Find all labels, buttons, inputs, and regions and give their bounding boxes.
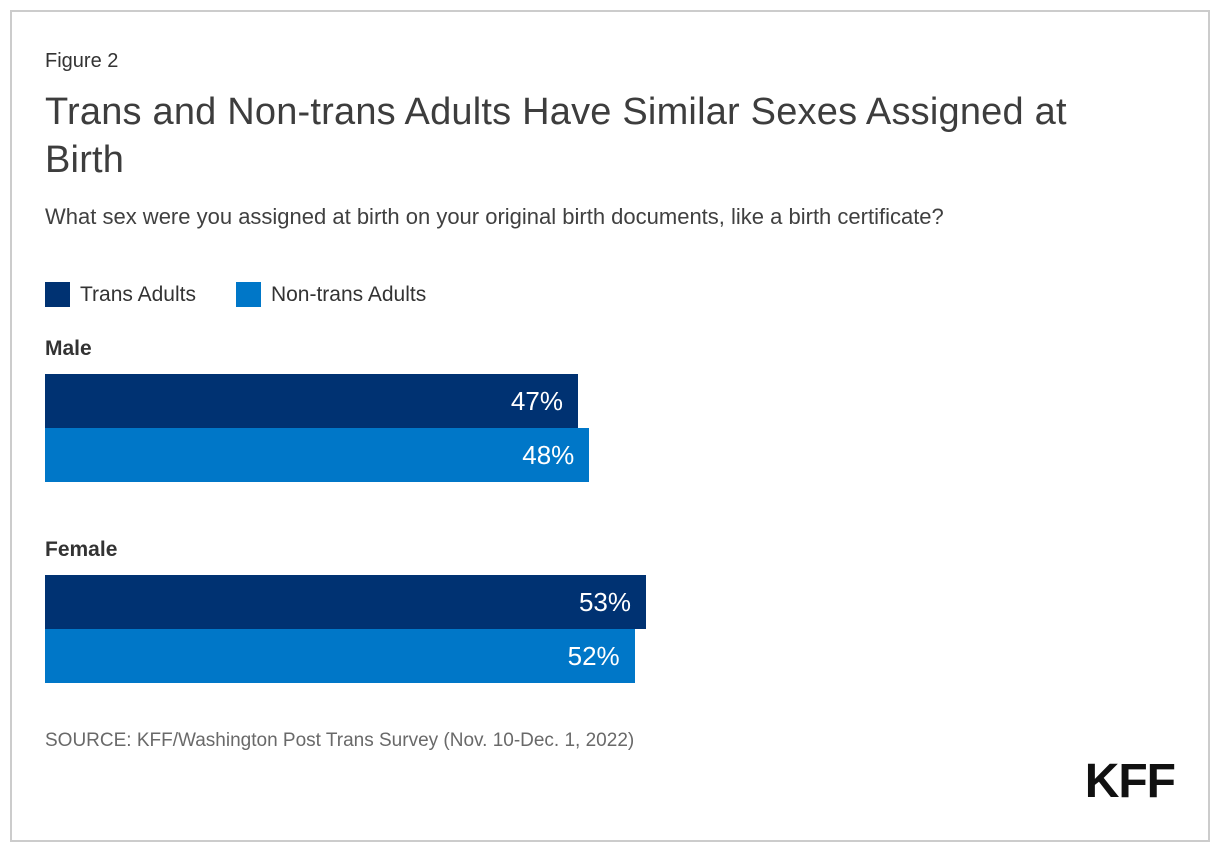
trans-adults-swatch-icon	[45, 282, 70, 307]
legend-item-trans-adults: Trans Adults	[45, 282, 196, 307]
bar-chart: Male 47% 48% Female 53% 52%	[45, 337, 1179, 683]
bar-male-trans-adults: 47%	[45, 374, 578, 428]
bar-female-non-trans-adults: 52%	[45, 629, 635, 683]
chart-card: Figure 2 Trans and Non-trans Adults Have…	[10, 10, 1210, 842]
category-group-female: Female 53% 52%	[45, 538, 1179, 683]
legend-label: Trans Adults	[80, 282, 196, 306]
bar-value-label: 48%	[522, 440, 575, 470]
category-label-female: Female	[45, 538, 118, 561]
legend-label: Non-trans Adults	[270, 282, 427, 306]
chart-content: Figure 2 Trans and Non-trans Adults Have…	[12, 12, 1208, 754]
figure-label: Figure 2	[45, 50, 119, 72]
bar-value-label: 53%	[578, 587, 632, 617]
source-text: SOURCE: KFF/Washington Post Trans Survey…	[45, 730, 635, 751]
bar-male-non-trans-adults: 48%	[45, 428, 590, 482]
bar-value-label: 52%	[567, 641, 620, 671]
chart-title: Trans and Non-trans Adults Have Similar …	[45, 91, 1067, 181]
category-label-male: Male	[45, 337, 92, 360]
legend: Trans Adults Non-trans Adults	[45, 282, 1175, 307]
non-trans-adults-swatch-icon	[235, 282, 261, 307]
legend-item-non-trans-adults: Non-trans Adults	[235, 282, 427, 307]
category-group-male: Male 47% 48%	[45, 337, 1179, 482]
bar-female-trans-adults: 53%	[45, 575, 647, 629]
kff-logo: KFF	[1084, 755, 1176, 808]
chart-subtitle: What sex were you assigned at birth on y…	[45, 204, 944, 229]
bar-value-label: 47%	[510, 386, 563, 416]
